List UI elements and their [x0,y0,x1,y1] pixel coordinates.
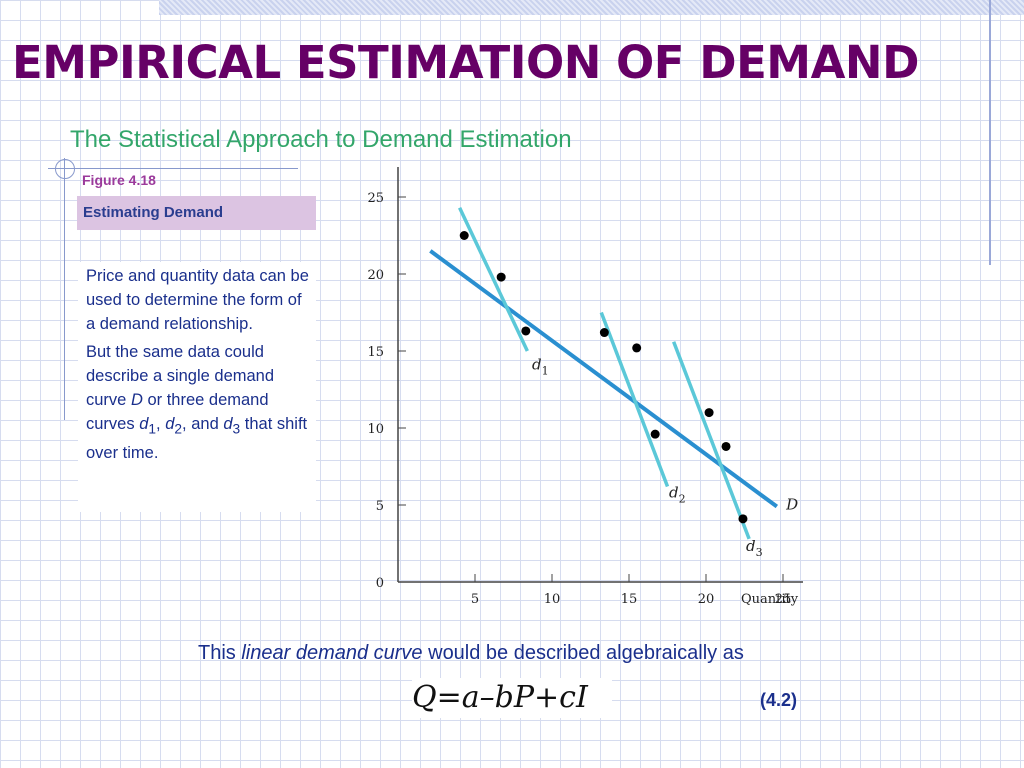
desc-curve-d: d [165,415,175,433]
data-point [521,326,531,336]
line-label-main: d [669,483,679,501]
demand-line-d3 [672,341,751,540]
description-paragraph-2: But the same data could describe a singl… [86,340,312,465]
equation-intro: This linear demand curve would be descri… [198,640,818,666]
line-label-subscript: 2 [679,492,686,505]
x-tick-label: 15 [621,592,638,607]
line-label-main: D [785,496,798,514]
data-point [632,343,642,353]
data-point [721,441,731,451]
demand-scatter-chart: 0510152025510152025PriceQuantityd1d2d3D [350,160,803,607]
line-label: d3 [746,537,763,559]
y-tick-label: 0 [376,576,384,591]
y-tick-label: 25 [367,191,384,206]
desc-text: , and [182,415,224,433]
data-point [599,328,609,338]
x-tick-label: 20 [698,592,715,607]
data-point [704,408,714,418]
y-tick-label: 15 [367,345,384,360]
decorative-circle-icon [55,159,75,179]
line-label-subscript: 1 [542,364,549,377]
desc-sub: 3 [232,421,241,437]
y-axis-label: Price [350,160,384,163]
demand-line-d1 [458,207,529,352]
description-paragraph-1: Price and quantity data can be used to d… [86,267,309,333]
line-label-subscript: 3 [756,546,763,559]
data-point [650,429,660,439]
slide-title: EMPIRICAL ESTIMATION OF DEMAND [12,36,919,89]
line-label: d2 [669,483,686,505]
decorative-left-line [64,158,65,420]
desc-text: or three demand curves [86,391,269,433]
demand-equation: Q=a–bP+cI [412,678,612,718]
y-tick-label: 20 [367,268,384,283]
desc-sub: 1 [148,421,157,437]
line-label-main: d [746,537,756,555]
y-tick-label: 10 [367,422,384,437]
desc-text: But the same data could describe a singl… [86,343,275,409]
y-tick-label: 5 [376,499,384,514]
desc-text: that shift over time. [86,415,308,463]
demand-line-d2 [599,311,670,488]
decorative-vertical-line [989,0,991,265]
x-tick-label: 5 [471,592,479,607]
data-point [496,272,506,282]
line-label-main: d [532,355,542,373]
line-label: D [785,496,798,514]
desc-sub: 2 [174,421,183,437]
desc-curve-d: d [223,415,233,433]
x-tick-label: 10 [544,592,561,607]
intro-emphasis: linear demand curve [241,642,423,664]
desc-curve-d: d [139,415,149,433]
intro-text: This [198,642,242,664]
equation-number: (4.2) [760,690,798,710]
line-label: d1 [532,355,549,377]
decorative-horizontal-line [48,168,298,169]
data-point [459,231,469,240]
intro-text: would be described algebraically as [422,642,744,664]
desc-text: , [156,415,166,433]
data-point [738,514,748,524]
x-axis-label: Quantity [741,592,799,607]
x-tick-label: 25 [775,592,792,607]
figure-title: Estimating Demand [77,196,316,230]
slide-subtitle: The Statistical Approach to Demand Estim… [70,126,572,153]
desc-curve-D: D [130,391,143,409]
figure-description: Price and quantity data can be used to d… [78,262,316,512]
header-pattern-strip [159,0,1024,15]
figure-number: Figure 4.18 [82,172,156,188]
demand-line-D [429,249,779,509]
